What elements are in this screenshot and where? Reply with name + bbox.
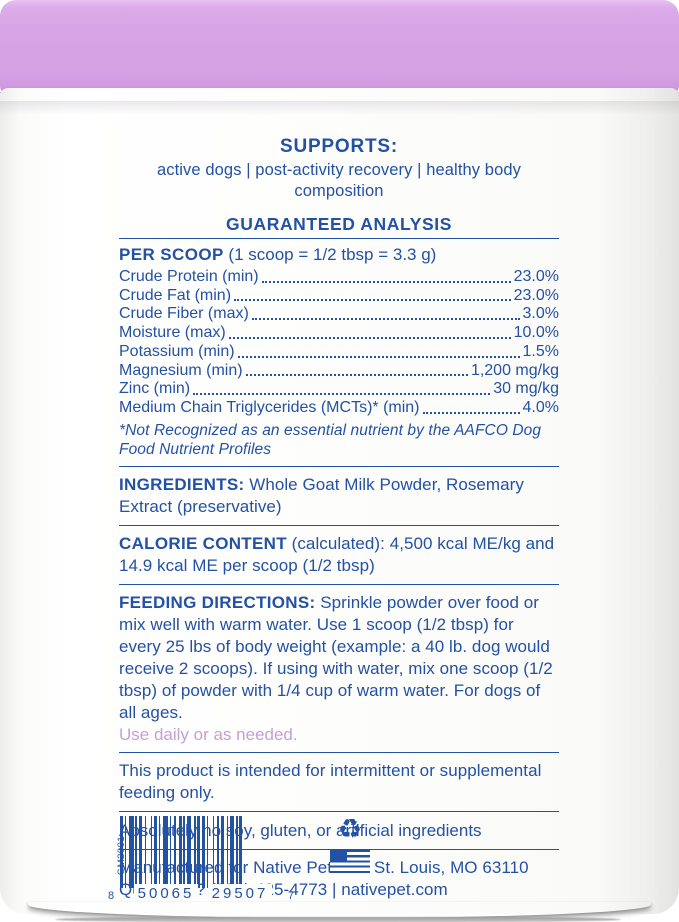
us-flag-icon — [330, 850, 370, 876]
aafco-footnote: *Not Recognized as an essential nutrient… — [119, 421, 542, 459]
ingredients-label: INGREDIENTS: — [119, 474, 245, 494]
analysis-row: Zinc (min) 30 mg/kg — [119, 380, 559, 399]
nutrient-name: Moisture (max) — [119, 324, 226, 342]
dot-leader — [193, 392, 491, 395]
barcode-bars — [120, 816, 280, 888]
flag-canton — [330, 850, 347, 862]
no-artificial-notice: Absolutely no soy, gluten, or artificial… — [119, 820, 482, 840]
feeding-label: FEEDING DIRECTIONS: — [119, 592, 316, 612]
barcode-digits-right: 29507 — [208, 884, 272, 902]
divider — [119, 465, 559, 467]
nutrient-name: Medium Chain Triglycerides (MCTs)* (min) — [119, 398, 420, 416]
per-scoop-detail: (1 scoop = 1/2 tbsp = 3.3 g) — [228, 245, 437, 264]
manufacturer-line2: Questions? (833) 425-4773 | nativepet.co… — [119, 879, 448, 899]
calorie-paragraph: CALORIE CONTENT (calculated): 4,500 kcal… — [119, 533, 559, 577]
dot-leader — [237, 355, 520, 358]
per-scoop-label: PER SCOOP — [119, 245, 224, 264]
dot-leader — [245, 374, 468, 377]
nutrient-value: 23.0% — [513, 286, 559, 304]
feeding-directions-paragraph: FEEDING DIRECTIONS: Sprinkle powder over… — [119, 592, 559, 724]
back-label: SUPPORTS: active dogs | post-activity re… — [119, 136, 559, 901]
intermittent-feeding-notice: This product is intended for intermitten… — [119, 760, 542, 802]
nutrient-name: Potassium (min) — [119, 342, 235, 360]
calorie-label: CALORIE CONTENT — [119, 533, 287, 553]
nutrient-value: 4.0% — [522, 398, 559, 416]
barcode-digits-left: 50065 — [134, 884, 198, 902]
ingredients-text: Whole Goat Milk Powder, Rosemary Extract… — [119, 474, 524, 516]
nutrient-name: Crude Fat (min) — [119, 286, 232, 304]
dot-leader — [228, 336, 511, 339]
nutrient-name: Zinc (min) — [119, 380, 191, 398]
barcode-block: GM2001 50065 29507 8 7 ♻ — [108, 814, 370, 904]
nutrient-value: 1,200 mg/kg — [470, 361, 559, 379]
container-body — [0, 88, 679, 914]
dot-leader — [422, 411, 520, 414]
compliance-icons: ♻ — [330, 816, 370, 876]
nutrient-name: Magnesium (min) — [119, 361, 243, 379]
calorie-text: (calculated): 4,500 kcal ME/kg and 14.9 … — [119, 533, 555, 575]
analysis-row: Crude Fiber (max) 3.0% — [119, 305, 559, 324]
analysis-row: Crude Protein (min) 23.0% — [119, 268, 559, 287]
divider — [119, 524, 559, 526]
upc-barcode: GM2001 50065 29507 8 7 — [108, 814, 294, 904]
analysis-row: Crude Fat (min) 23.0% — [119, 287, 559, 306]
container-base-line — [55, 917, 621, 922]
divider — [119, 848, 559, 850]
lid-shadow — [0, 101, 679, 115]
nutrient-value: 1.5% — [522, 342, 559, 360]
guaranteed-analysis-heading: GUARANTEED ANALYSIS — [226, 214, 452, 234]
recycle-icon: ♻ — [337, 814, 363, 845]
nutrient-value: 10.0% — [513, 324, 559, 342]
analysis-row: Medium Chain Triglycerides (MCTs)* (min)… — [119, 399, 559, 418]
divider — [119, 583, 559, 585]
supports-tagline: active dogs | post-activity recovery | h… — [156, 161, 521, 200]
nutrient-value: 3.0% — [522, 305, 559, 323]
use-daily-note: Use daily or as needed. — [119, 724, 298, 744]
nutrient-value: 30 mg/kg — [493, 380, 559, 398]
nutrient-name: Crude Protein (min) — [119, 268, 259, 285]
dot-leader — [251, 318, 520, 321]
analysis-row: Potassium (min) 1.5% — [119, 343, 559, 362]
per-scoop-line: PER SCOOP (1 scoop = 1/2 tbsp = 3.3 g) — [119, 245, 559, 265]
divider — [119, 238, 559, 239]
analysis-row: Magnesium (min) 1,200 mg/kg — [119, 362, 559, 381]
supports-heading: SUPPORTS: — [279, 136, 399, 157]
dot-leader — [261, 280, 511, 283]
barcode-digit-first: 8 — [108, 890, 115, 902]
divider — [119, 751, 559, 753]
analysis-table: Crude Protein (min) 23.0% Crude Fat (min… — [119, 268, 559, 418]
nutrient-name: Crude Fiber (max) — [119, 305, 249, 323]
container-lid — [0, 0, 679, 100]
barcode-digit-last: 7 — [287, 890, 294, 902]
analysis-row: Moisture (max) 10.0% — [119, 324, 559, 343]
nutrient-value: 23.0% — [513, 268, 559, 285]
ingredients-paragraph: INGREDIENTS: Whole Goat Milk Powder, Ros… — [119, 474, 559, 518]
divider — [119, 810, 559, 812]
feeding-text: Sprinkle powder over food or mix well wi… — [119, 592, 553, 722]
container-base-shadow — [28, 902, 651, 918]
dot-leader — [234, 299, 511, 302]
